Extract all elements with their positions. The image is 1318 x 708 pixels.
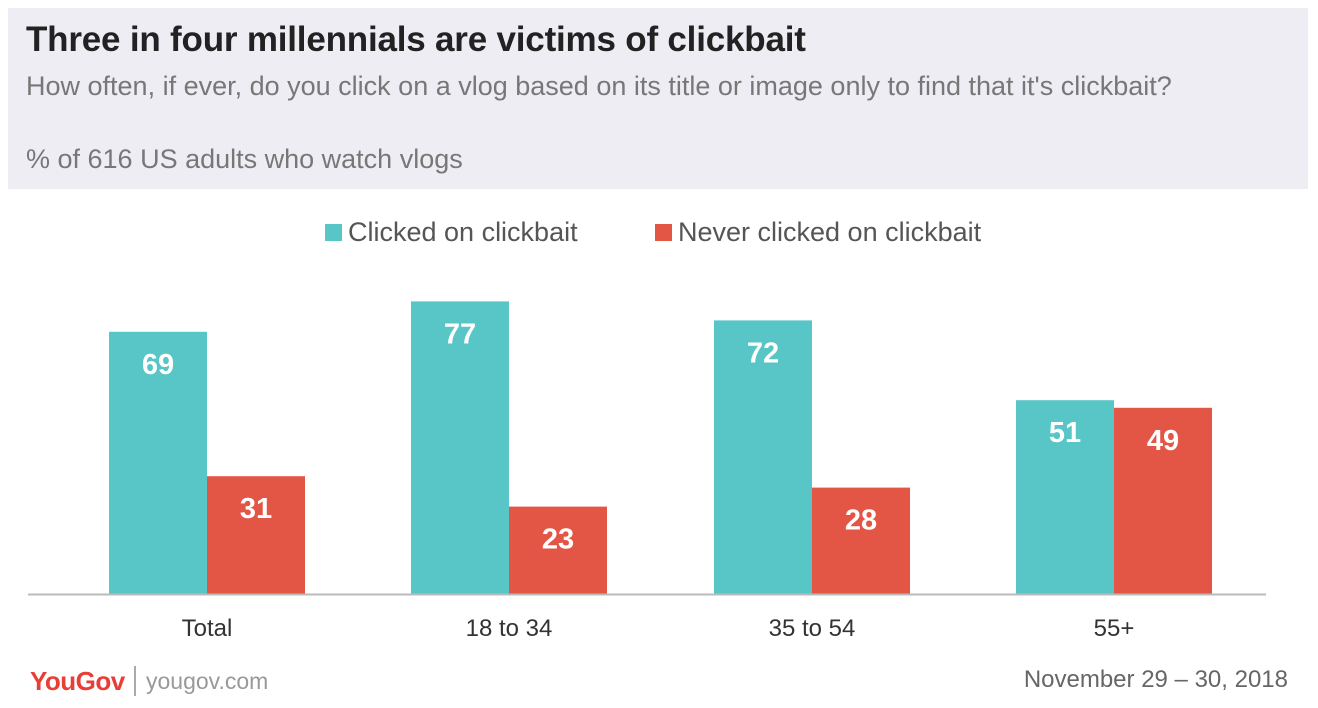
bar-never-2 [812,487,910,594]
legend-item-never: Never clicked on clickbait [655,214,981,250]
yougov-logo: YouGov [30,666,125,696]
footer-divider [134,666,136,696]
legend-item-clicked: Clicked on clickbait [325,214,578,250]
data-label-clicked-2: 72 [747,337,779,369]
footer-site: yougov.com [146,668,269,694]
bar-clicked-2 [714,320,812,594]
data-label-clicked-3: 51 [1049,417,1081,449]
x-tick-label-0: Total [182,615,233,642]
bar-chart: 69 31 Total 77 23 18 to 34 72 28 35 to 54 51 49 55+ [28,301,1266,642]
legend: Clicked on clickbait Never clicked on cl… [0,214,1318,254]
bar-never-3 [1114,407,1212,594]
bar-clicked-1 [411,301,509,594]
bar-clicked-3 [1016,400,1114,594]
bar-never-0 [207,476,305,594]
data-label-clicked-0: 69 [142,349,174,381]
chart-note: % of 616 US adults who watch vlogs [26,144,463,174]
footer-date: November 29 – 30, 2018 [1023,666,1288,693]
data-label-never-1: 23 [542,524,574,556]
chart-subtitle: How often, if ever, do you click on a vl… [26,71,1172,101]
legend-swatch-never [655,223,672,241]
x-tick-label-3: 55+ [1094,615,1135,642]
data-label-never-0: 31 [240,493,272,525]
bar-never-1 [509,506,607,594]
legend-label-never: Never clicked on clickbait [678,216,982,247]
x-tick-label-2: 35 to 54 [769,615,856,642]
header-panel: Three in four millennials are victims of… [8,8,1308,189]
legend-label-clicked: Clicked on clickbait [348,216,578,247]
legend-swatch-clicked [325,223,342,241]
bar-clicked-0 [109,331,207,594]
x-tick-label-1: 18 to 34 [466,615,553,642]
data-label-never-3: 49 [1147,425,1179,457]
data-label-never-2: 28 [845,505,877,537]
data-label-clicked-1: 77 [444,318,476,350]
chart-title: Three in four millennials are victims of… [26,20,806,59]
